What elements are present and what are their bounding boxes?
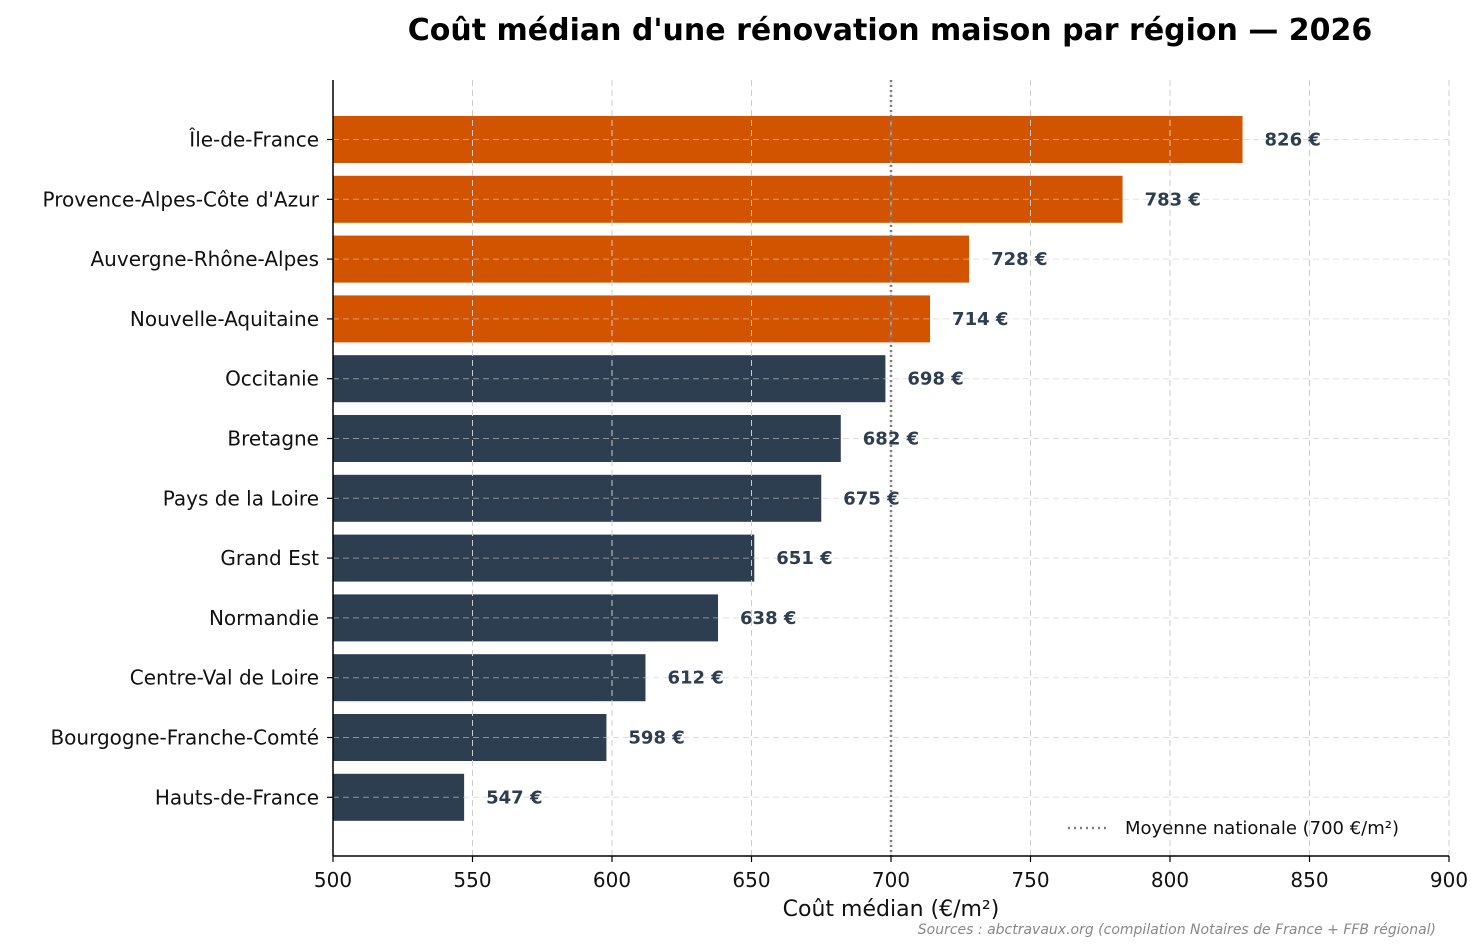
- chart-title: Coût médian d'une rénovation maison par …: [408, 13, 1373, 48]
- category-label: Auvergne-Rhône-Alpes: [91, 247, 320, 271]
- axes: [327, 80, 1450, 862]
- x-axis-title: Coût médian (€/m²): [783, 897, 1000, 922]
- legend: Moyenne nationale (700 €/m²): [1068, 818, 1399, 839]
- category-label: Grand Est: [220, 546, 319, 570]
- bars: [333, 116, 1243, 821]
- value-label: 547 €: [486, 787, 542, 808]
- category-label: Centre-Val de Loire: [130, 666, 319, 690]
- category-label: Normandie: [209, 606, 319, 630]
- category-label: Pays de la Loire: [163, 486, 319, 510]
- category-label: Île-de-France: [188, 128, 319, 152]
- value-label: 651 €: [776, 548, 832, 569]
- x-tick-label: 700: [872, 868, 910, 892]
- x-tick-label: 650: [732, 868, 770, 892]
- value-label: 682 €: [863, 429, 919, 450]
- x-tick-label: 500: [314, 868, 352, 892]
- x-tick-label: 900: [1430, 868, 1468, 892]
- value-label: 714 €: [952, 309, 1008, 330]
- value-label: 728 €: [991, 249, 1047, 270]
- category-label: Nouvelle-Aquitaine: [130, 307, 319, 331]
- bar: [333, 295, 931, 343]
- value-label: 826 €: [1265, 130, 1321, 151]
- x-tick-label: 600: [593, 868, 631, 892]
- value-label: 698 €: [907, 369, 963, 390]
- x-tick-label: 550: [453, 868, 491, 892]
- x-tick-label: 750: [1011, 868, 1049, 892]
- source-note: Sources : abctravaux.org (compilation No…: [918, 922, 1436, 938]
- category-label: Provence-Alpes-Côte d'Azur: [43, 187, 320, 211]
- value-label: 675 €: [843, 488, 899, 509]
- value-label: 638 €: [740, 608, 796, 629]
- category-label: Bourgogne-Franche-Comté: [50, 726, 319, 750]
- category-label: Occitanie: [225, 367, 319, 391]
- value-label: 783 €: [1145, 189, 1201, 210]
- x-tick-label: 800: [1151, 868, 1189, 892]
- x-tick-label: 850: [1290, 868, 1328, 892]
- category-label: Hauts-de-France: [155, 785, 319, 809]
- legend-label: Moyenne nationale (700 €/m²): [1125, 818, 1399, 839]
- value-label: 612 €: [667, 668, 723, 689]
- labels: 500 550 600 650 700 750 800 850 900 Île-de-France…: [43, 128, 1469, 893]
- grid: [333, 80, 1450, 856]
- category-label: Bretagne: [227, 427, 319, 451]
- value-label: 598 €: [628, 728, 684, 749]
